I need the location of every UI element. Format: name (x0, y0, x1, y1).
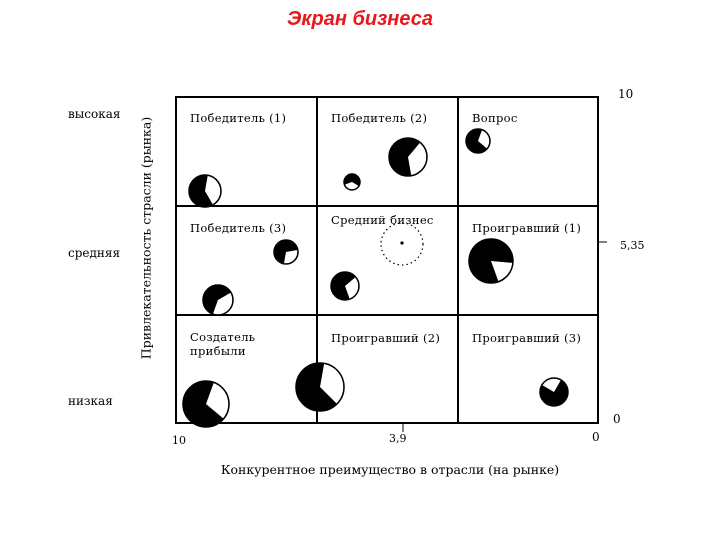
pie-winner-3-light-sector (284, 250, 298, 264)
y-level-high: высокая (68, 107, 121, 121)
cell-label-loser-3: Проигравший (3) (472, 331, 582, 345)
pie-loser-1-light-sector (491, 261, 513, 282)
pie-winner-3 (273, 239, 299, 265)
dotted-circle-center (400, 241, 404, 245)
pie-winner-1-light-sector (205, 175, 221, 205)
cell-label-question: Вопрос (472, 111, 518, 125)
cell-label-winner-1: Победитель (1) (190, 111, 287, 125)
y-level-low: низкая (68, 394, 113, 408)
cell-label-winner-3: Победитель (3) (190, 221, 287, 235)
pie-average (330, 271, 360, 301)
pie-winner-3-outline (273, 239, 299, 265)
x-tick-right: 0 (592, 430, 600, 444)
pie-profit-maker-light-sector (206, 382, 229, 419)
y-tick-bottom: 0 (613, 412, 621, 426)
pie-winner-1 (188, 174, 222, 208)
pie-winner-3-lower-light-sector (213, 292, 233, 315)
y-tick-middle: 5,35 (620, 239, 645, 252)
business-unit-pies (182, 128, 569, 428)
pie-loser-3-outline (539, 377, 569, 407)
y-tick-top: 10 (618, 87, 634, 101)
matrix-frame (175, 96, 599, 424)
pie-loser-1 (468, 238, 514, 284)
y-axis-label: Привлекательность страсли (рынка) (138, 116, 154, 360)
pie-average-light-sector (345, 277, 359, 299)
cell-label-average-business: Средний бизнес (331, 213, 434, 227)
cell-label-loser-2: Проигравший (2) (331, 331, 441, 345)
pie-winner-3-lower-outline (202, 284, 234, 316)
x-tick-middle: 3,9 (389, 432, 407, 445)
pie-loser-2-outline (295, 362, 345, 412)
pie-winner-2-small (343, 173, 361, 191)
pie-profit-maker (182, 380, 230, 428)
pie-winner-2-large-outline (388, 137, 428, 177)
pie-average-outline (330, 271, 360, 301)
pie-winner-2-small-light-sector (345, 182, 359, 190)
x-tick-left: 10 (172, 434, 186, 447)
pie-winner-3-lower (202, 284, 234, 316)
pie-question (465, 128, 491, 154)
pie-profit-maker-outline (182, 380, 230, 428)
pie-loser-3-light-sector (542, 378, 561, 392)
pie-winner-1-outline (188, 174, 222, 208)
y-level-medium: средняя (68, 246, 121, 260)
dotted-circle-marker (380, 222, 424, 266)
cell-label-winner-2: Победитель (2) (331, 111, 428, 125)
pie-winner-2-large (388, 137, 428, 177)
pie-question-outline (465, 128, 491, 154)
pie-question-light-sector (478, 130, 490, 149)
pie-loser-1-outline (468, 238, 514, 284)
page-title: Экран бизнеса (287, 8, 433, 30)
x-axis-label: Конкурентное преимущество в отрасли (на … (220, 462, 560, 477)
pie-loser-2 (295, 362, 345, 412)
pie-winner-2-large-light-sector (408, 142, 427, 176)
cell-label-profit-maker-line2: прибыли (190, 344, 246, 358)
pie-loser-3 (539, 377, 569, 407)
cell-label-loser-1: Проигравший (1) (472, 221, 582, 235)
cell-label-profit-maker-line1: Создатель (190, 330, 256, 344)
pie-loser-2-light-sector (320, 363, 344, 404)
pie-winner-2-small-outline (343, 173, 361, 191)
